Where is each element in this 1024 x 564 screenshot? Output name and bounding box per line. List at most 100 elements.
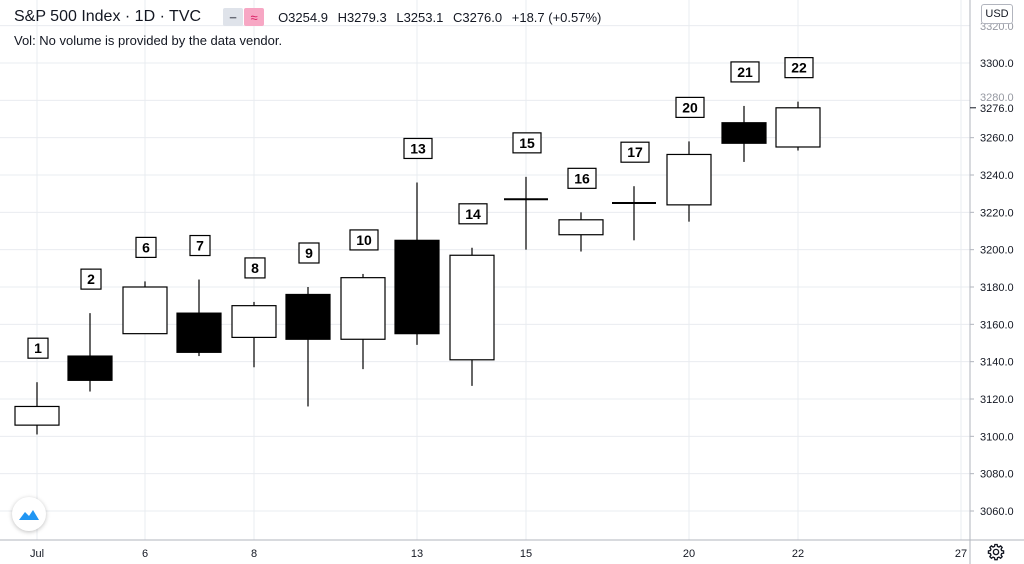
- day-label-box: [189, 234, 211, 257]
- x-tick-label: 20: [683, 548, 695, 560]
- y-tick-label: 3080.0: [980, 469, 1014, 481]
- day-label-box: [349, 229, 379, 251]
- x-tick-label: 8: [251, 548, 257, 560]
- day-label-box: [567, 167, 597, 189]
- x-tick-label: 6: [142, 548, 148, 560]
- day-label: 10: [356, 232, 372, 248]
- header-icons: − ≈: [223, 8, 265, 26]
- day-label: 22: [791, 60, 807, 76]
- candle-body: [449, 254, 495, 361]
- candle[interactable]: [612, 186, 656, 241]
- candles[interactable]: [14, 101, 821, 435]
- day-label-box: [135, 236, 157, 258]
- day-label: 16: [574, 170, 590, 186]
- candle-body: [285, 293, 331, 340]
- candle[interactable]: [14, 382, 60, 435]
- change-value: +18.7 (+0.57%): [511, 9, 602, 25]
- y-tick-label: 3280.0: [980, 92, 1014, 104]
- day-label-box: [784, 57, 814, 79]
- logo-shape: [19, 510, 39, 520]
- day-label: 13: [410, 140, 426, 156]
- ohlc-readout: O3254.9 H3279.3 L3253.1 C3276.0 +18.7 (+…: [278, 10, 607, 25]
- y-tick-label: 3100.0: [980, 431, 1014, 443]
- chart-header: S&P 500 Index · 1D · TVC − ≈ O3254.9 H32…: [14, 6, 607, 28]
- day-label-box: [298, 242, 320, 264]
- candle-body: [176, 312, 222, 353]
- day-label: 15: [519, 135, 535, 151]
- candle-body: [122, 286, 168, 335]
- symbol-title[interactable]: S&P 500 Index · 1D · TVC: [14, 8, 202, 25]
- close-value: C3276.0: [452, 9, 503, 25]
- day-label-box: [730, 61, 760, 83]
- y-tick-label: 3260.0: [980, 133, 1014, 145]
- y-tick-label: 3140.0: [980, 357, 1014, 369]
- candle-body: [394, 239, 440, 335]
- day-label-box: [80, 268, 102, 290]
- day-label-box: [27, 337, 49, 359]
- day-labels: 1 2 6 7 8 9 10 13 14 15 16 17 20 21 22: [27, 57, 814, 359]
- day-label: 9: [305, 245, 313, 261]
- y-tick-label: 3240.0: [980, 170, 1014, 182]
- candle[interactable]: [231, 301, 277, 368]
- day-label-box: [458, 203, 488, 225]
- candle[interactable]: [721, 105, 767, 162]
- candle-body: [340, 277, 386, 340]
- x-tick-label: Jul: [30, 548, 44, 560]
- x-tick-label: 22: [792, 548, 804, 560]
- y-tick-label: 3180.0: [980, 282, 1014, 294]
- candle-body: [721, 122, 767, 144]
- candle-body: [775, 107, 821, 148]
- y-tick-label: 3320.0: [980, 21, 1014, 33]
- candle[interactable]: [558, 212, 604, 252]
- day-label: 17: [627, 144, 643, 160]
- candle[interactable]: [449, 247, 495, 386]
- y-tick-label: 3300.0: [980, 58, 1014, 70]
- currency-button[interactable]: USD: [981, 4, 1013, 24]
- day-label-box: [403, 137, 433, 160]
- candle-body: [666, 153, 712, 206]
- day-label: 14: [465, 206, 481, 222]
- candle[interactable]: [394, 182, 440, 345]
- volume-note: Vol: No volume is provided by the data v…: [14, 33, 283, 48]
- candle[interactable]: [666, 141, 712, 222]
- x-tick-label: 27: [955, 548, 967, 560]
- day-label: 8: [251, 260, 259, 276]
- day-label-box: [620, 141, 650, 163]
- candle[interactable]: [67, 313, 113, 392]
- y-tick-label: 3200.0: [980, 245, 1014, 257]
- candle-body: [558, 219, 604, 236]
- day-label: 2: [87, 271, 95, 287]
- candle[interactable]: [285, 286, 331, 407]
- y-tick-label: 3160.0: [980, 319, 1014, 331]
- candle[interactable]: [340, 273, 386, 370]
- x-tick-label: 13: [411, 548, 423, 560]
- x-tick-label: 15: [520, 548, 532, 560]
- last-price-label: 3276.0: [980, 103, 1014, 115]
- y-tick-label: 3060.0: [980, 506, 1014, 518]
- minus-icon[interactable]: −: [223, 8, 244, 26]
- low-value: L3253.1: [396, 9, 444, 25]
- candle-body: [67, 355, 113, 381]
- candle[interactable]: [504, 176, 548, 250]
- high-value: H3279.3: [337, 9, 387, 25]
- candle[interactable]: [122, 281, 168, 335]
- candle-body: [231, 305, 277, 338]
- candle[interactable]: [176, 279, 222, 357]
- gear-shape: [987, 543, 1005, 561]
- day-label: 21: [737, 64, 753, 80]
- open-value: O3254.9: [278, 9, 328, 25]
- wave-icon[interactable]: ≈: [244, 8, 265, 26]
- day-label: 7: [196, 238, 204, 254]
- candle-body: [14, 405, 60, 426]
- day-label: 20: [682, 99, 698, 115]
- day-label-box: [512, 132, 542, 154]
- y-tick-label: 3220.0: [980, 207, 1014, 219]
- tradingview-logo-icon[interactable]: [12, 497, 46, 531]
- gear-icon[interactable]: [985, 541, 1007, 563]
- day-label-box: [675, 96, 705, 118]
- day-label-box: [244, 257, 266, 279]
- day-label: 1: [34, 340, 42, 356]
- candle[interactable]: [775, 101, 821, 151]
